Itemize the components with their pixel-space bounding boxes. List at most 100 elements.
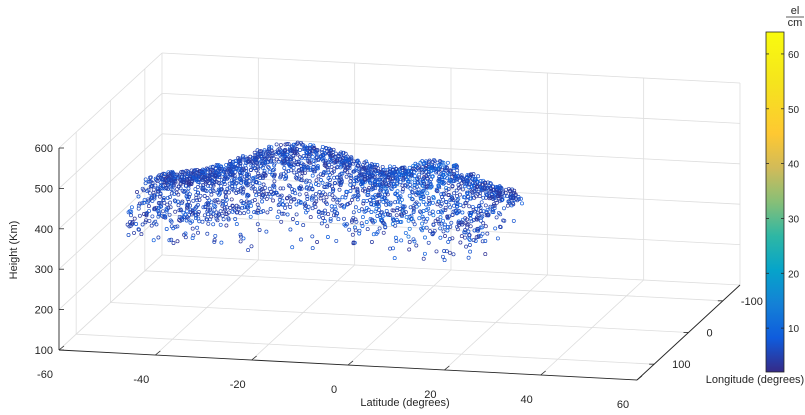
data-point [394,213,399,218]
data-point [395,208,400,213]
data-point [143,220,148,225]
data-point [323,185,328,189]
data-point [430,232,435,237]
data-point [245,194,250,199]
data-point [204,217,209,222]
data-point [281,211,286,216]
data-point [195,198,200,203]
data-point [450,196,455,201]
data-point [271,183,276,188]
data-point [217,175,222,179]
data-point [252,166,257,171]
data-point [223,189,228,194]
data-point [291,165,296,170]
data-point [174,172,179,177]
data-point [140,201,145,206]
x-tick-mark [636,375,643,381]
data-point [437,163,441,167]
data-point [349,219,354,224]
data-point [505,203,510,208]
data-point [202,194,207,198]
data-point [220,213,225,218]
side-grid-line [58,133,163,230]
data-point [411,237,416,242]
data-point [496,210,501,215]
data-point [340,156,345,161]
data-point [208,165,213,170]
data-point [245,159,250,164]
data-point [409,213,414,218]
data-point [295,221,300,225]
data-point [406,218,411,223]
data-point [337,187,342,192]
data-point [200,169,205,174]
data-point [339,160,344,165]
data-point [290,217,295,221]
data-point [465,217,469,222]
data-point [425,191,430,196]
data-point [293,142,298,147]
data-point [420,228,425,233]
data-point [207,181,212,186]
data-point [183,215,188,220]
data-point [342,204,347,209]
data-point [364,220,369,224]
data-point [306,204,311,209]
data-point [272,187,277,192]
data-point [460,220,464,225]
data-point [430,174,435,179]
data-point [310,154,315,159]
data-point [396,195,401,200]
data-point [480,239,485,244]
data-point [206,170,210,175]
data-point [375,214,380,218]
data-point [134,222,139,226]
data-point [148,175,152,180]
data-point [474,235,479,240]
data-point [397,172,402,177]
data-point [436,210,441,215]
data-point [344,162,349,167]
data-point [205,209,210,214]
data-point [148,191,153,196]
data-point [299,161,304,166]
data-point [484,192,489,197]
data-point [274,142,279,147]
data-point [479,200,484,205]
data-point [345,202,350,207]
data-point [381,230,386,235]
data-point [175,187,180,192]
data-point [417,175,421,180]
data-point [212,207,217,212]
data-point [233,217,238,221]
data-point [463,221,468,226]
data-point [262,156,267,161]
data-point [372,219,377,224]
data-point [323,161,328,166]
data-point [380,218,385,223]
data-point [304,191,309,196]
data-point [348,182,353,187]
data-point [415,190,419,195]
data-point [366,190,371,195]
data-point [394,239,399,244]
colorbar-tick-label: 20 [788,269,800,280]
data-point [424,225,429,230]
data-point [233,159,238,164]
data-point [435,217,440,222]
data-point [477,203,482,208]
data-point [443,166,448,171]
data-point [377,207,381,212]
data-point [261,182,266,187]
data-point [457,192,462,197]
data-point [172,198,177,203]
data-point [289,187,294,192]
data-point [427,211,432,216]
data-point [196,210,201,214]
data-point [463,184,467,189]
data-point [435,187,439,192]
data-point [373,167,378,172]
data-point [380,220,385,225]
data-point [445,214,450,219]
data-point [328,159,333,164]
